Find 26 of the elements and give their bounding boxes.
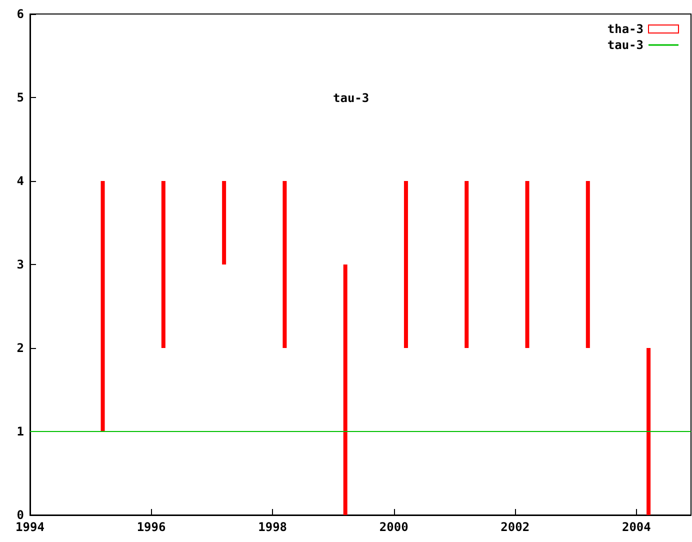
y-tick-label: 2 (16, 341, 24, 355)
y-tick-label: 1 (16, 424, 24, 438)
x-tick-label: 1998 (258, 520, 288, 534)
bar (646, 348, 651, 515)
y-tick-label: 3 (16, 258, 24, 272)
x-tick-label: 1996 (136, 520, 166, 534)
x-tick-label: 2000 (379, 520, 408, 534)
legend-label: tha-3 (607, 22, 644, 36)
y-tick-label: 0 (16, 508, 24, 522)
bar (282, 181, 287, 348)
legend-label: tau-3 (607, 38, 644, 52)
bar (343, 264, 348, 515)
bar (404, 181, 408, 348)
bar (222, 181, 226, 264)
x-tick-label: 2002 (500, 520, 530, 534)
y-tick-label: 6 (16, 7, 24, 21)
bar (161, 181, 166, 348)
x-tick-label: 2004 (622, 520, 651, 534)
y-tick-label: 4 (16, 174, 24, 188)
bar (100, 181, 105, 432)
y-tick-label: 5 (16, 90, 24, 104)
x-tick-label: 1994 (16, 520, 44, 534)
bar (586, 181, 590, 348)
bar (525, 181, 530, 348)
annotation: tau-3 (333, 91, 370, 105)
bar (464, 181, 469, 348)
